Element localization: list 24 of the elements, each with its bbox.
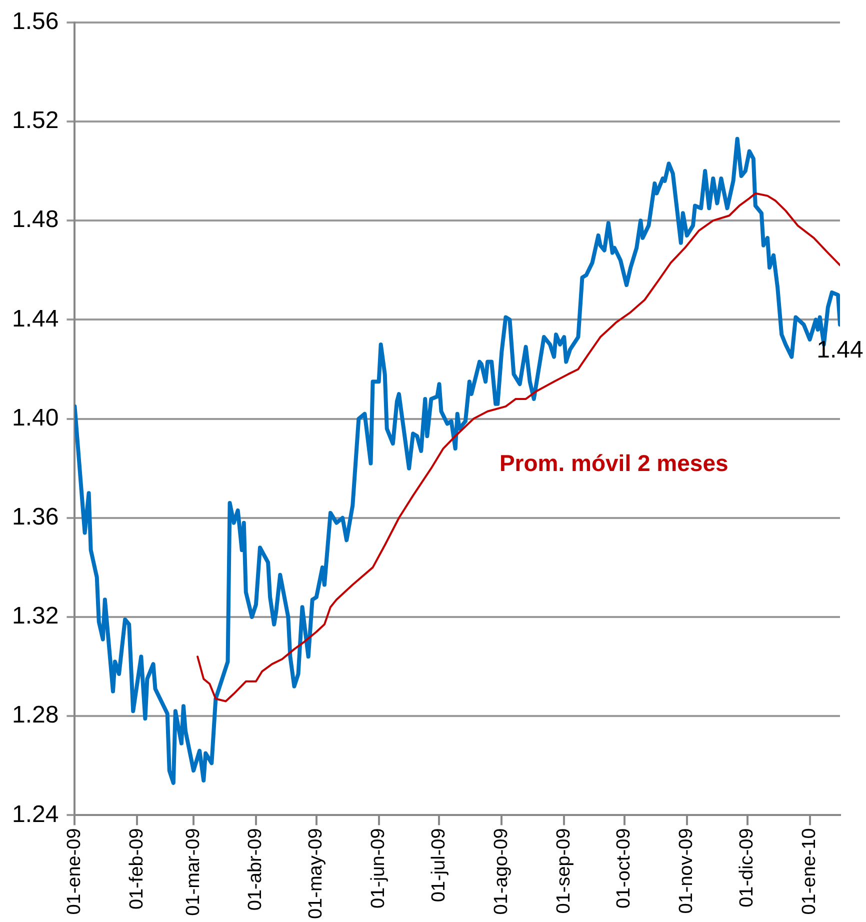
x-tick-label: 01-abr-09	[245, 828, 266, 911]
x-tick-label: 01-feb-09	[126, 828, 148, 910]
y-tick-label: 1.48	[12, 206, 59, 234]
x-tick-label: 01-jul-09	[428, 828, 450, 902]
y-tick-label: 1.44	[12, 305, 59, 332]
x-tick-label: 01-may-09	[306, 828, 327, 920]
x-tick-label: 01-ene-10	[799, 828, 820, 915]
y-tick-label: 1.40	[12, 404, 59, 432]
x-tick-label: 01-oct-09	[614, 828, 635, 908]
y-tick-label: 1.56	[12, 8, 59, 36]
series-label: Prom. móvil 2 meses	[499, 450, 728, 476]
annotation: 1.44	[816, 336, 864, 364]
x-tick-label: 01-jun-09	[368, 828, 390, 908]
y-tick-label: 1.36	[12, 504, 59, 531]
x-tick-label: 01-mar-09	[182, 828, 204, 916]
x-tick-label: 01-sep-09	[553, 828, 574, 914]
x-tick-label: 01-ene-09	[64, 828, 85, 915]
y-tick-label: 1.52	[12, 107, 59, 134]
y-tick-label: 1.24	[12, 800, 59, 828]
y-tick-label: 1.28	[12, 702, 59, 729]
y-tick-label: 1.32	[12, 602, 59, 630]
x-tick-label: 01-ago-09	[490, 828, 512, 915]
x-tick-label: 01-dic-09	[736, 828, 758, 908]
x-tick-label: 01-nov-09	[676, 828, 698, 914]
